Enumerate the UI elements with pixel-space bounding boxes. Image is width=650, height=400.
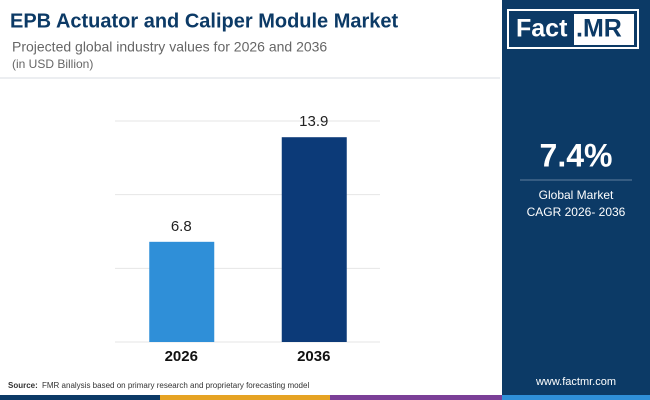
- cagr-label: CAGR 2026- 2036: [527, 205, 626, 219]
- side-panel: [502, 0, 650, 400]
- website: www.factmr.com: [535, 376, 616, 388]
- subtitle: Projected global industry values for 202…: [12, 39, 327, 55]
- source-label: Source:: [8, 381, 38, 390]
- x-tick-label: 2026: [165, 348, 198, 365]
- cagr-value: 7.4%: [540, 137, 613, 173]
- footer-strip: [160, 395, 330, 400]
- logo-main: Fact: [516, 15, 568, 43]
- title: EPB Actuator and Caliper Module Market: [10, 10, 399, 32]
- source-text: FMR analysis based on primary research a…: [42, 381, 309, 390]
- bar: [149, 241, 215, 342]
- unit-note: (in USD Billion): [12, 57, 93, 71]
- logo-accent: .MR: [576, 15, 622, 43]
- plot: 2026 6.8 2036 13.9: [115, 113, 380, 365]
- footer-strip: [0, 395, 160, 400]
- cagr-label: Global Market: [539, 188, 614, 202]
- footer-strip: [330, 395, 502, 400]
- bar: [281, 137, 347, 342]
- value-label: 13.9: [299, 113, 328, 130]
- footer-strip: [502, 395, 650, 400]
- logo-accent-box: [574, 14, 634, 45]
- logo-frame: [507, 9, 639, 49]
- x-tick-label: 2036: [297, 348, 330, 365]
- value-label: 6.8: [171, 218, 192, 235]
